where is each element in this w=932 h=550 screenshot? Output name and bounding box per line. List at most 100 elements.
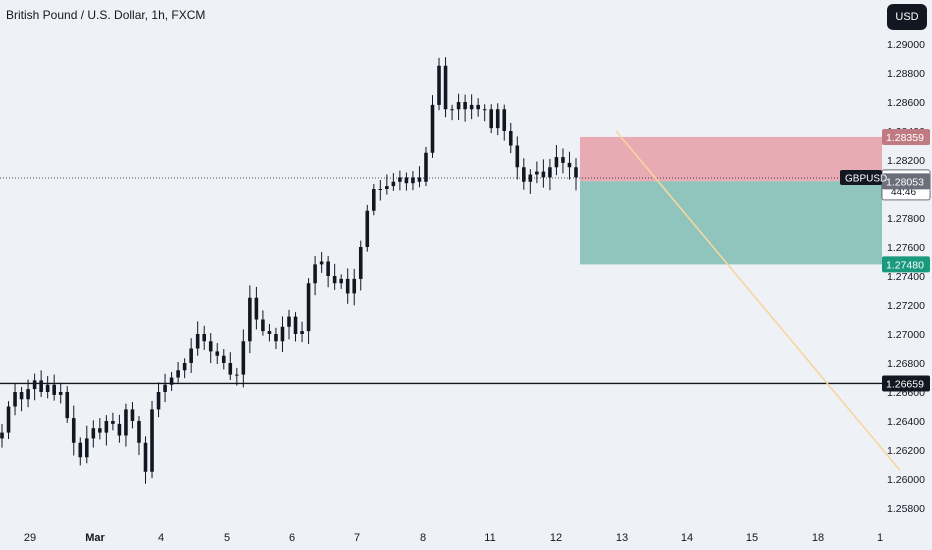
time-label: 15	[746, 532, 758, 544]
price-tick-label: 1.27600	[887, 242, 925, 254]
candle-body	[313, 264, 317, 284]
candle-body	[39, 380, 43, 392]
candle-body	[182, 363, 187, 371]
candle-body	[124, 409, 128, 436]
candle-body	[306, 283, 311, 332]
candle-body	[424, 152, 428, 182]
stop-loss-zone[interactable]	[580, 136, 882, 182]
candle-body	[117, 423, 122, 436]
candle-body	[13, 392, 17, 407]
candle-body	[352, 278, 357, 294]
trendline[interactable]	[615, 130, 901, 471]
candle-body	[326, 261, 330, 276]
candle-body	[293, 316, 298, 334]
candle-body	[163, 384, 167, 392]
time-label: 11	[484, 532, 495, 544]
candle-body	[437, 65, 441, 105]
chart-title: British Pound / U.S. Dollar, 1h, FXCM	[6, 8, 206, 22]
candle-body	[502, 109, 507, 131]
candle-body	[345, 278, 350, 294]
candle-body	[104, 421, 109, 433]
time-label: 6	[289, 532, 295, 544]
candle-body	[65, 392, 70, 419]
candle-body	[85, 438, 89, 458]
candle-body	[548, 167, 552, 178]
price-tick-label: 1.28600	[887, 97, 925, 109]
stop-price-label-bg	[882, 128, 930, 145]
price-tick-label: 1.27200	[887, 300, 925, 312]
candle-body	[189, 348, 193, 363]
candle-body	[215, 351, 220, 356]
countdown-label: 44:46	[891, 187, 916, 198]
candle-body	[561, 157, 565, 163]
candle-body	[32, 380, 37, 390]
candle-body	[391, 181, 396, 187]
candle-body	[254, 297, 259, 320]
candle-body	[463, 102, 467, 110]
candle-body	[528, 174, 533, 182]
candle-body	[156, 392, 161, 410]
candle-body	[378, 189, 383, 190]
candle-body	[221, 355, 226, 363]
time-label: 7	[354, 532, 360, 544]
time-label: 12	[550, 532, 562, 544]
candle-body	[404, 177, 409, 184]
price-tick-label: 1.26200	[887, 445, 925, 457]
candle-body	[522, 167, 526, 182]
candle-body	[365, 210, 370, 247]
candle-body	[482, 109, 487, 111]
price-tick-label: 1.26400	[887, 416, 925, 428]
target-price-label: 1.27480	[886, 259, 924, 271]
candle-body	[319, 261, 324, 265]
stop-price-label: 1.28359	[886, 132, 924, 144]
candle-body	[280, 326, 285, 342]
candle-body	[6, 406, 11, 433]
candle-body	[554, 157, 559, 168]
take-profit-zone[interactable]	[580, 181, 882, 265]
candle-body	[58, 392, 63, 395]
candle-body	[456, 102, 461, 110]
candle-body	[515, 145, 520, 168]
candle-body	[274, 334, 278, 342]
price-tick-label: 1.26800	[887, 358, 925, 370]
candle-body	[541, 171, 546, 178]
candle-body	[241, 341, 246, 375]
price-tick-label: 1.28800	[887, 68, 925, 80]
candle-body	[130, 409, 135, 421]
candle-body	[476, 104, 480, 110]
candle-body	[176, 370, 180, 378]
candle-body	[137, 421, 141, 443]
currency-button[interactable]: USD	[887, 4, 927, 30]
candle-body	[443, 65, 448, 110]
horizontal-line-price-label-bg	[882, 375, 930, 392]
candle-body	[267, 331, 272, 334]
candle-body	[78, 442, 83, 458]
price-tick-label: 1.28200	[887, 155, 925, 167]
candle-body	[261, 319, 265, 332]
candle-body	[169, 377, 174, 385]
price-tick-label: 1.25800	[887, 503, 925, 515]
candle-body	[300, 331, 304, 334]
candle-body	[495, 109, 500, 129]
price-tick-label: 1.27000	[887, 329, 925, 341]
candle-body	[567, 162, 572, 168]
target-price-label-bg	[882, 256, 930, 273]
horizontal-line-price-label: 1.26659	[886, 378, 924, 390]
candle-body	[385, 186, 389, 189]
candle-body	[508, 131, 513, 146]
price-tick-label: 1.26000	[887, 474, 925, 486]
candle-body	[19, 392, 24, 400]
price-tick-label: 1.27400	[887, 271, 925, 283]
candle-body	[71, 418, 76, 443]
candle-body	[372, 189, 376, 211]
candle-body	[332, 276, 337, 284]
candle-body	[574, 167, 578, 178]
candle-body	[450, 109, 454, 111]
candle-body	[143, 442, 148, 472]
price-tick-label: 1.29000	[887, 39, 925, 51]
candle-body	[235, 374, 239, 376]
time-label: 13	[616, 532, 628, 544]
time-label: 4	[158, 532, 164, 544]
